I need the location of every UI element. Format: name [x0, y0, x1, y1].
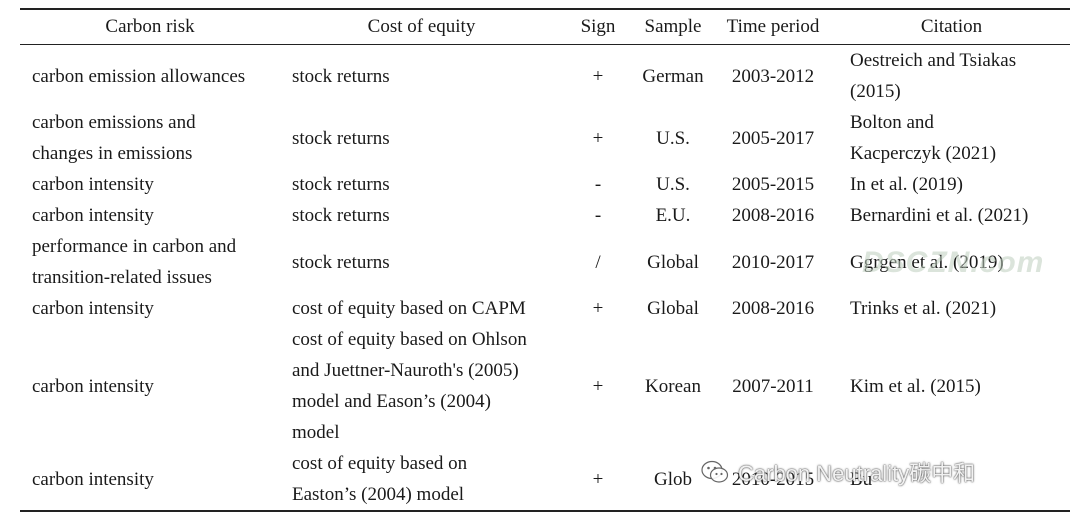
cell-sign: +	[592, 375, 604, 397]
cell-carbon-risk: carbon emission allowances	[32, 65, 246, 87]
cell-carbon-risk: carbon intensity	[32, 298, 154, 319]
literature-table: Carbon risk Cost of equity Sign Sample T…	[20, 8, 1070, 512]
cell-cost-of-equity: stock returns	[292, 127, 390, 149]
cell-sign: +	[592, 468, 604, 490]
cell-time-period: 2003-2012	[731, 65, 815, 87]
cell-citation: Kim et al. (2015)	[850, 375, 981, 397]
header-citation: Citation	[920, 16, 983, 37]
cell-time-period: 2005-2017	[731, 127, 815, 149]
account-watermark-text: Carbon Neutrality碳中和	[738, 461, 976, 486]
table-row: carbon emission allowances stock returns +…	[20, 45, 1070, 107]
cell-cost-of-equity: stock returns	[292, 65, 390, 87]
cell-citation: Bolton and Kacperczyk (2021)	[850, 112, 997, 164]
table-body: carbon emission allowances stock returns +…	[20, 45, 1070, 510]
table-row: carbon intensity cost of equity based on …	[20, 293, 1070, 324]
cell-sample: Global	[647, 298, 699, 319]
cell-citation: Ggrgen et al. (2019)	[850, 251, 1004, 273]
cell-sign: /	[595, 251, 601, 273]
table-header: Carbon risk Cost of equity Sign Sample T…	[20, 10, 1070, 45]
cell-citation: Bernardini et al. (2021)	[850, 205, 1029, 226]
cell-sample: E.U.	[655, 205, 691, 226]
table-row: carbon emissions and changes in emission…	[20, 107, 1070, 169]
cell-cost-of-equity: stock returns	[292, 205, 390, 226]
cell-cost-of-equity: cost of equity based on CAPM	[292, 298, 526, 319]
cell-sign: +	[592, 127, 604, 149]
account-watermark: Carbon Neutrality碳中和	[700, 456, 975, 488]
site-watermark: DSCZN.com	[862, 246, 1045, 279]
cell-citation: In et al. (2019)	[850, 174, 963, 195]
table-row: carbon intensity cost of equity based on …	[20, 324, 1070, 448]
cell-sign: -	[594, 205, 602, 226]
header-time-period: Time period	[726, 16, 820, 37]
cell-carbon-risk: carbon emissions and changes in emission…	[32, 112, 196, 164]
cell-cost-of-equity: stock returns	[292, 174, 390, 195]
cell-time-period: 2010-2017	[731, 251, 815, 273]
cell-carbon-risk: carbon intensity	[32, 375, 154, 397]
table-row: performance in carbon and transition-rel…	[20, 231, 1070, 293]
cell-cost-of-equity: cost of equity based on Ohlson and Juett…	[292, 329, 527, 443]
header-sign: Sign	[580, 16, 616, 37]
cell-citation: Trinks et al. (2021)	[850, 298, 997, 319]
cell-time-period: 2008-2016	[731, 298, 815, 319]
header-carbon-risk: Carbon risk	[105, 16, 195, 37]
cell-sign: +	[592, 298, 604, 319]
cell-sign: +	[592, 65, 604, 87]
cell-carbon-risk: carbon intensity	[32, 205, 154, 226]
cell-citation: Oestreich and Tsiakas (2015)	[850, 50, 1017, 102]
cell-carbon-risk: carbon intensity	[32, 468, 154, 490]
cell-time-period: 2008-2016	[731, 205, 815, 226]
cell-sign: -	[594, 174, 602, 195]
cell-sample: U.S.	[656, 174, 690, 195]
cell-sample: Korean	[645, 375, 701, 397]
table-row: carbon intensity cost of equity based on …	[20, 448, 1070, 510]
cell-time-period: 2005-2015	[731, 174, 815, 195]
header-cost-of-equity: Cost of equity	[367, 16, 476, 37]
cell-carbon-risk: carbon intensity	[32, 174, 154, 195]
cell-sample: Global	[647, 251, 699, 273]
cell-sample: German	[642, 65, 704, 87]
cell-sample: U.S.	[656, 127, 690, 149]
cell-carbon-risk: performance in carbon and transition-rel…	[32, 236, 237, 288]
cell-time-period: 2010-2015	[731, 468, 815, 490]
cell-cost-of-equity: cost of equity based on Easton’s (2004) …	[292, 453, 468, 505]
cell-citation: Bu	[850, 468, 873, 490]
table-row: carbon intensity stock returns - E.U. 2008-2…	[20, 200, 1070, 231]
wechat-icon	[701, 460, 729, 483]
cell-time-period: 2007-2011	[732, 375, 814, 397]
cell-cost-of-equity: stock returns	[292, 251, 390, 273]
table-row: carbon intensity stock returns - U.S. 2005-2…	[20, 169, 1070, 200]
cell-sample: Glob	[654, 468, 692, 490]
header-sample: Sample	[644, 16, 702, 37]
